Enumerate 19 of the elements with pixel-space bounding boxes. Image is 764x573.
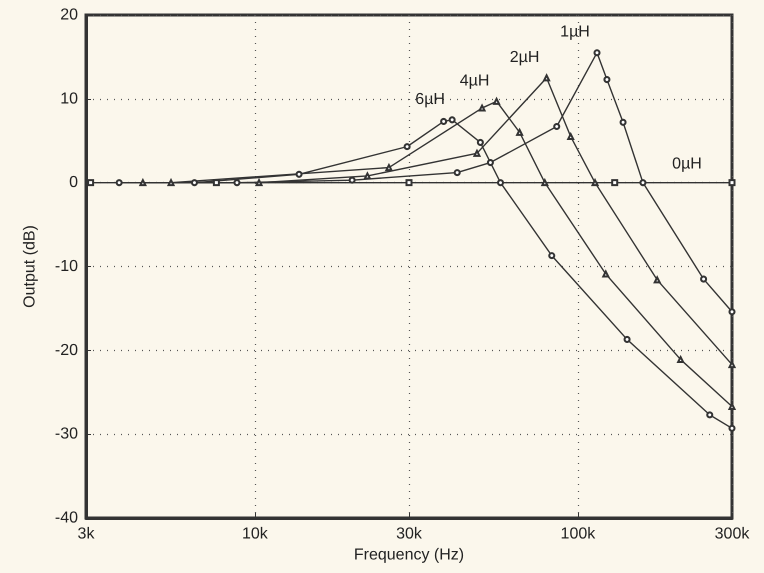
x-tick-label: 10k <box>242 526 269 542</box>
series-label: 1µH <box>560 24 590 41</box>
x-tick-label: 3k <box>78 526 96 542</box>
y-axis-title: Output (dB) <box>22 225 38 308</box>
y-tick-label: -40 <box>54 510 78 526</box>
y-tick-label: -30 <box>54 426 78 443</box>
y-tick-label: -20 <box>54 342 78 359</box>
series-label: 4µH <box>460 72 490 90</box>
x-axis-title: Frequency (Hz) <box>354 546 464 564</box>
x-tick-label: 100k <box>560 526 596 542</box>
x-tick-label: 300k <box>714 526 750 542</box>
series-label: 0µH <box>672 156 702 173</box>
y-tick-label: 0 <box>69 174 78 192</box>
y-tick-label: 20 <box>60 6 78 24</box>
series-label: 6µH <box>415 90 445 108</box>
y-tick-label: -10 <box>54 258 78 275</box>
x-tick-label: 30k <box>396 526 423 542</box>
y-tick-label: 10 <box>60 90 78 108</box>
series-label: 2µH <box>510 48 540 66</box>
